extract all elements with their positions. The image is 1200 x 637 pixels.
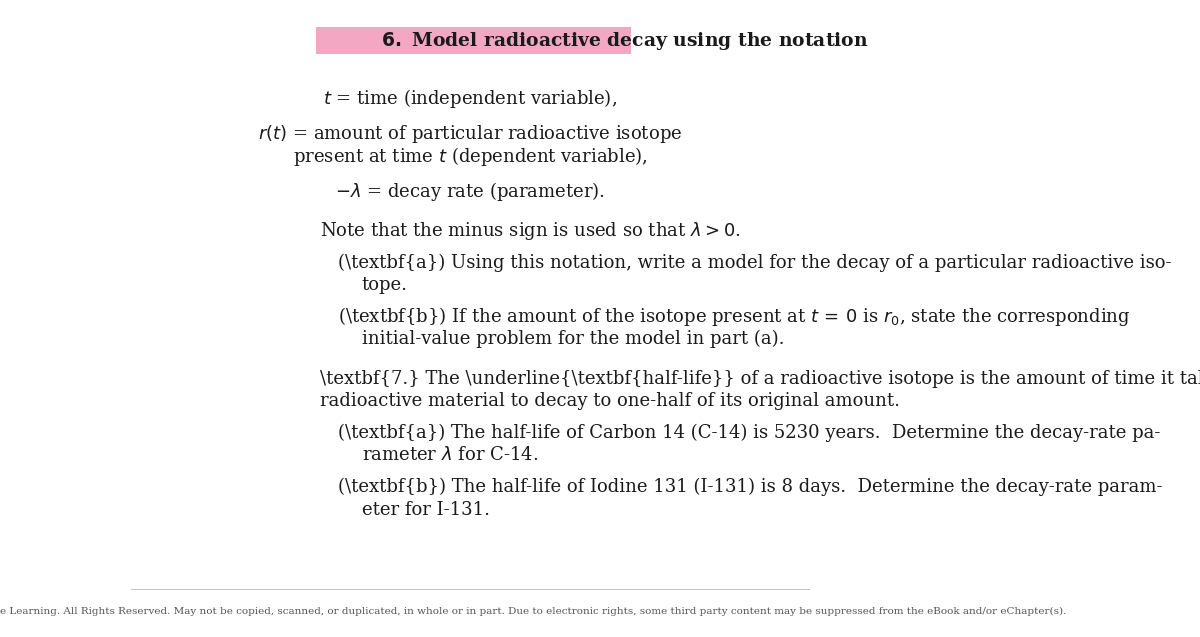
Text: initial-value problem for the model in part (a).: initial-value problem for the model in p…: [362, 330, 785, 348]
Text: $r(t)$ = amount of particular radioactive isotope: $r(t)$ = amount of particular radioactiv…: [258, 123, 683, 145]
Text: (\textbf{a}) The half-life of Carbon 14 (C-14) is 5230 years.  Determine the dec: (\textbf{a}) The half-life of Carbon 14 …: [338, 424, 1160, 442]
FancyBboxPatch shape: [317, 27, 631, 54]
Text: eter for I-131.: eter for I-131.: [362, 501, 490, 519]
Text: radioactive material to decay to one-half of its original amount.: radioactive material to decay to one-hal…: [319, 392, 900, 410]
Text: present at time $t$ (dependent variable),: present at time $t$ (dependent variable)…: [293, 145, 648, 168]
Text: $\mathbf{6.}$ Model radioactive decay using the notation: $\mathbf{6.}$ Model radioactive decay us…: [380, 31, 869, 52]
Text: tope.: tope.: [362, 276, 408, 294]
Text: Copyright 2011 Cengage Learning. All Rights Reserved. May not be copied, scanned: Copyright 2011 Cengage Learning. All Rig…: [0, 607, 1067, 616]
Text: rameter $\lambda$ for C-14.: rameter $\lambda$ for C-14.: [362, 447, 538, 464]
Text: (\textbf{b}) The half-life of Iodine 131 (I-131) is 8 days.  Determine the decay: (\textbf{b}) The half-life of Iodine 131…: [338, 478, 1163, 496]
Text: (\textbf{b}) If the amount of the isotope present at $t\, =\, 0$ is $r_0$, state: (\textbf{b}) If the amount of the isotop…: [338, 305, 1130, 328]
Text: Note that the minus sign is used so that $\lambda > 0$.: Note that the minus sign is used so that…: [319, 220, 740, 241]
Text: \textbf{7.} The \underline{\textbf{half-life}} of a radioactive isotope is the a: \textbf{7.} The \underline{\textbf{half-…: [319, 370, 1200, 388]
Text: (\textbf{a}) Using this notation, write a model for the decay of a particular ra: (\textbf{a}) Using this notation, write …: [338, 254, 1171, 271]
Text: $t$ = time (independent variable),: $t$ = time (independent variable),: [323, 87, 617, 110]
Text: $-\lambda$ = decay rate (parameter).: $-\lambda$ = decay rate (parameter).: [335, 180, 606, 203]
